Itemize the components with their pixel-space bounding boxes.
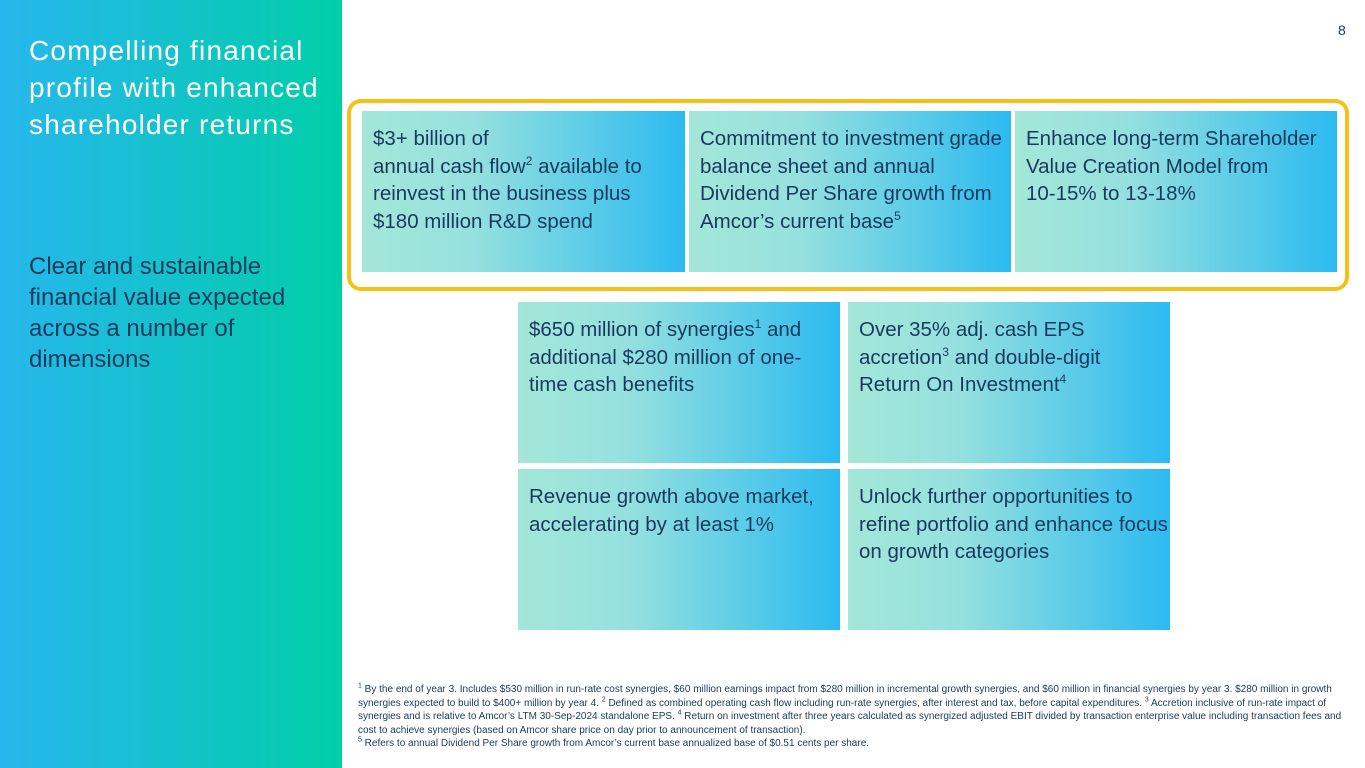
card-eps-accretion: Over 35% adj. cash EPS accretion3 and do… [848,302,1170,463]
card-text: Enhance long-term Shareholder Value Crea… [1026,127,1317,178]
footnote-4: Return on investment after three years c… [358,711,1342,736]
card-text: Over 35% adj. cash EPS accretion [859,318,1085,369]
footnote-ref: 1 [754,317,762,332]
footnote-marker: 2 [601,696,606,704]
card-cash-flow: $3+ billion of annual cash flow2 availab… [362,111,685,272]
footnote-ref: 3 [942,344,949,359]
card-investment-grade: Commitment to investment grade balance s… [689,111,1011,272]
card-shareholder-value: Enhance long-term Shareholder Value Crea… [1015,111,1337,272]
card-portfolio: Unlock further opportunities to refine p… [848,469,1170,630]
page-number: 8 [1338,22,1346,38]
footnote-text: 5 Refers to annual Dividend Per Share gr… [358,737,1348,751]
card-text: and double-digit Return On Investment [859,345,1101,397]
card-text: and additional $280 million of one-time … [529,318,802,396]
footnote-1: By the end of year 3. Includes $530 mill… [358,684,1332,709]
footnotes: 1 By the end of year 3. Includes $530 mi… [358,683,1348,751]
footnote-ref: 5 [894,208,901,223]
footnote-ref: 2 [525,153,533,168]
card-text: $650 million of synergies [529,318,755,341]
card-revenue-growth: Revenue growth above market, acceleratin… [518,469,840,630]
card-text: Revenue growth above market, acceleratin… [529,485,814,536]
footnote-marker: 3 [1144,696,1149,704]
footnote-marker: 1 [358,682,362,690]
page-title: Compelling financial profile with enhanc… [29,35,319,140]
card-text: Commitment to investment grade balance s… [700,127,1002,233]
card-text: available to [532,154,642,178]
footnote-text: 1 By the end of year 3. Includes $530 mi… [358,683,1348,737]
sidebar-panel: Compelling financial profile with enhanc… [0,0,342,768]
footnote-5: Refers to annual Dividend Per Share grow… [361,738,870,749]
card-text: annual cash flow [373,154,526,178]
card-text: $180 million R&D spend [373,209,593,233]
footnote-marker: 5 [358,736,362,744]
footnote-3: Accretion inclusive of run-rate impact o… [358,697,1327,723]
page-subtitle: Clear and sustainable financial value ex… [29,253,286,373]
card-text: $3+ billion of [373,127,489,150]
card-synergies: $650 million of synergies1 and additiona… [518,302,840,463]
highlight-frame [347,99,1349,291]
footnote-marker: 4 [677,709,682,717]
footnote-2: Defined as combined operating cash flow … [605,697,1145,709]
card-text: Unlock further opportunities to refine p… [859,485,1168,563]
card-text: reinvest in the business plus [373,182,631,205]
footnote-ref: 4 [1059,372,1067,387]
card-text: 10-15% to 13-18% [1026,182,1196,205]
